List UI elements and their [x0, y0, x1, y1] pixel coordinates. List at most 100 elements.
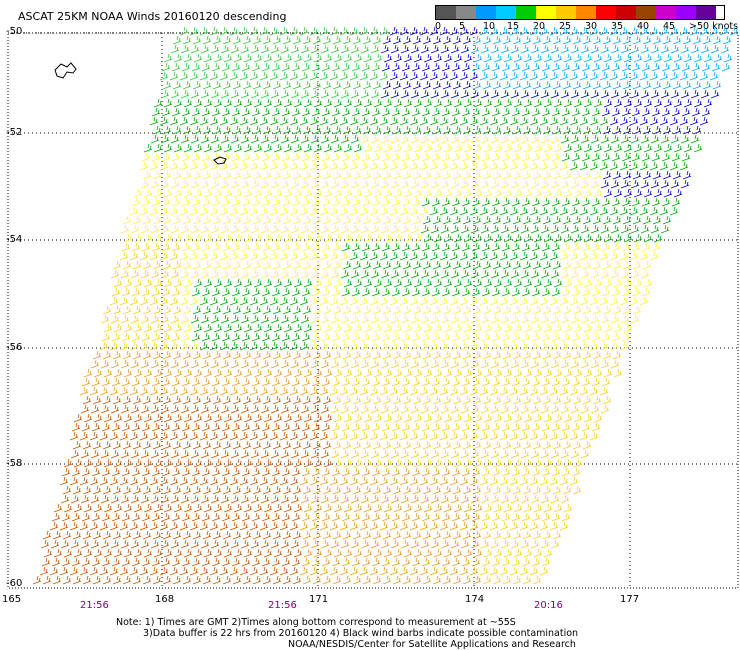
wind-barb — [72, 575, 82, 585]
wind-barb — [209, 566, 219, 576]
wind-barb — [652, 125, 662, 135]
wind-barb — [263, 53, 273, 63]
wind-barb — [622, 260, 632, 270]
wind-barb — [262, 80, 272, 90]
wind-barb — [250, 539, 260, 549]
wind-barb — [390, 269, 400, 279]
wind-barb — [519, 26, 529, 36]
wind-barb — [449, 386, 459, 396]
wind-barb — [299, 431, 309, 441]
wind-barb — [42, 530, 52, 540]
wind-barb — [441, 197, 451, 207]
wind-barb — [161, 287, 171, 297]
wind-barb — [329, 296, 339, 306]
wind-barb — [269, 431, 279, 441]
wind-barb — [120, 314, 130, 324]
wind-barb — [363, 323, 373, 333]
wind-barb — [553, 143, 563, 153]
wind-barb — [532, 170, 542, 180]
wind-barb — [561, 197, 571, 207]
wind-barb — [132, 440, 142, 450]
wind-barb — [599, 251, 609, 261]
wind-barb — [441, 107, 451, 117]
wind-barb — [523, 413, 533, 423]
wind-barb — [191, 377, 201, 387]
wind-barb — [153, 503, 163, 513]
wind-barb — [391, 467, 401, 477]
wind-barb — [383, 143, 393, 153]
wind-barb — [179, 386, 189, 396]
wind-barb — [423, 323, 433, 333]
wind-barb — [673, 143, 683, 153]
wind-barb — [171, 332, 181, 342]
wind-barb — [549, 386, 559, 396]
wind-barb — [431, 422, 441, 432]
wind-barb — [650, 89, 660, 99]
wind-barb — [249, 26, 259, 36]
wind-barb — [183, 413, 193, 423]
wind-barb — [443, 368, 453, 378]
wind-barb — [563, 53, 573, 63]
wind-barb — [531, 242, 541, 252]
wind-barb — [500, 44, 510, 54]
wind-barb — [360, 44, 370, 54]
wind-barb — [323, 188, 333, 198]
wind-barb — [463, 53, 473, 63]
wind-barb — [331, 107, 341, 117]
wind-barb — [141, 377, 151, 387]
wind-barb — [349, 431, 359, 441]
wind-barb — [423, 233, 433, 243]
wind-barb — [170, 89, 180, 99]
wind-barb — [492, 575, 502, 585]
wind-barb — [531, 557, 541, 567]
wind-barb — [529, 161, 539, 171]
wind-barb — [112, 575, 122, 585]
wind-barb — [222, 215, 232, 225]
wind-barb — [589, 251, 599, 261]
wind-barb — [109, 341, 119, 351]
wind-barb — [61, 512, 71, 522]
wind-barb — [139, 476, 149, 486]
wind-barb — [552, 170, 562, 180]
wind-barb — [141, 242, 151, 252]
wind-barb — [379, 341, 389, 351]
wind-barb — [563, 278, 573, 288]
wind-barb — [573, 458, 583, 468]
wind-barb — [312, 170, 322, 180]
island-outline — [54, 62, 77, 79]
wind-barb — [191, 332, 201, 342]
wind-barb — [493, 233, 503, 243]
wind-barb — [173, 458, 183, 468]
wind-barb — [401, 197, 411, 207]
wind-barb — [592, 395, 602, 405]
wind-barb — [282, 530, 292, 540]
wind-barb — [622, 215, 632, 225]
wind-barb — [382, 575, 392, 585]
wind-barb — [252, 350, 262, 360]
wind-barb — [499, 341, 509, 351]
wind-barb — [399, 521, 409, 531]
wind-barb — [253, 188, 263, 198]
wind-barb — [210, 404, 220, 414]
wind-barb — [251, 512, 261, 522]
wind-barb — [262, 485, 272, 495]
wind-barb — [253, 368, 263, 378]
wind-barb — [302, 125, 312, 135]
wind-barb — [232, 575, 242, 585]
wind-barb — [109, 476, 119, 486]
wind-barb — [472, 440, 482, 450]
wind-barb — [630, 314, 640, 324]
wind-barb — [632, 215, 642, 225]
wind-barb — [423, 413, 433, 423]
wind-barb — [522, 125, 532, 135]
wind-barb — [231, 512, 241, 522]
wind-barb — [383, 53, 393, 63]
wind-barb — [322, 260, 332, 270]
wind-barb — [151, 242, 161, 252]
wind-barb — [202, 305, 212, 315]
wind-barb — [499, 296, 509, 306]
wind-barb — [182, 125, 192, 135]
wind-barb — [190, 224, 200, 234]
wind-barb — [542, 170, 552, 180]
wind-barb — [491, 152, 501, 162]
